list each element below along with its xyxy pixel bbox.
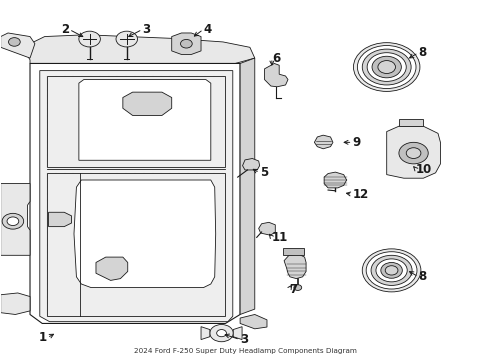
Text: 1: 1: [39, 331, 47, 344]
Polygon shape: [47, 173, 225, 316]
Text: 3: 3: [240, 333, 248, 346]
Text: 8: 8: [418, 270, 427, 283]
Circle shape: [180, 40, 192, 48]
Circle shape: [8, 38, 20, 46]
Polygon shape: [315, 135, 333, 149]
Circle shape: [357, 45, 416, 89]
Circle shape: [2, 213, 24, 229]
Polygon shape: [259, 222, 275, 235]
Polygon shape: [96, 257, 128, 280]
Circle shape: [367, 53, 406, 81]
Circle shape: [376, 259, 407, 282]
Circle shape: [294, 285, 302, 291]
Circle shape: [353, 42, 420, 91]
Circle shape: [79, 31, 100, 47]
Text: 9: 9: [352, 136, 361, 149]
Polygon shape: [0, 33, 35, 58]
Polygon shape: [0, 293, 30, 315]
Circle shape: [362, 249, 421, 292]
Polygon shape: [23, 35, 255, 63]
Circle shape: [362, 49, 411, 85]
Polygon shape: [47, 76, 225, 167]
Text: 12: 12: [352, 188, 369, 201]
Text: 11: 11: [272, 231, 288, 244]
Polygon shape: [74, 180, 216, 288]
Circle shape: [210, 324, 233, 342]
Polygon shape: [324, 172, 346, 188]
Text: 10: 10: [416, 163, 432, 176]
Text: 5: 5: [260, 166, 268, 179]
Polygon shape: [79, 80, 211, 160]
Polygon shape: [30, 63, 240, 323]
Polygon shape: [243, 158, 260, 170]
Circle shape: [371, 255, 412, 285]
Polygon shape: [123, 92, 172, 116]
Circle shape: [7, 217, 19, 226]
Polygon shape: [0, 184, 30, 255]
Polygon shape: [283, 248, 304, 255]
Circle shape: [406, 148, 421, 158]
Circle shape: [366, 252, 417, 289]
Circle shape: [378, 60, 395, 73]
Polygon shape: [233, 327, 242, 339]
Polygon shape: [399, 119, 423, 126]
Text: 3: 3: [143, 23, 150, 36]
Circle shape: [116, 31, 138, 47]
Circle shape: [372, 56, 401, 78]
Polygon shape: [201, 327, 210, 339]
Polygon shape: [49, 212, 72, 226]
Text: 4: 4: [203, 23, 212, 36]
Circle shape: [399, 142, 428, 164]
Text: 2024 Ford F-250 Super Duty Headlamp Components Diagram: 2024 Ford F-250 Super Duty Headlamp Comp…: [134, 348, 356, 354]
Polygon shape: [240, 315, 267, 329]
Polygon shape: [240, 58, 255, 315]
Text: 8: 8: [418, 46, 427, 59]
Circle shape: [381, 262, 402, 278]
Polygon shape: [284, 254, 306, 279]
Polygon shape: [172, 33, 201, 54]
Circle shape: [217, 329, 226, 337]
Polygon shape: [40, 71, 233, 321]
Polygon shape: [265, 63, 288, 87]
Text: 2: 2: [61, 23, 69, 36]
Text: 6: 6: [272, 51, 280, 64]
Polygon shape: [387, 126, 441, 178]
Circle shape: [385, 266, 398, 275]
Text: 7: 7: [289, 283, 297, 296]
